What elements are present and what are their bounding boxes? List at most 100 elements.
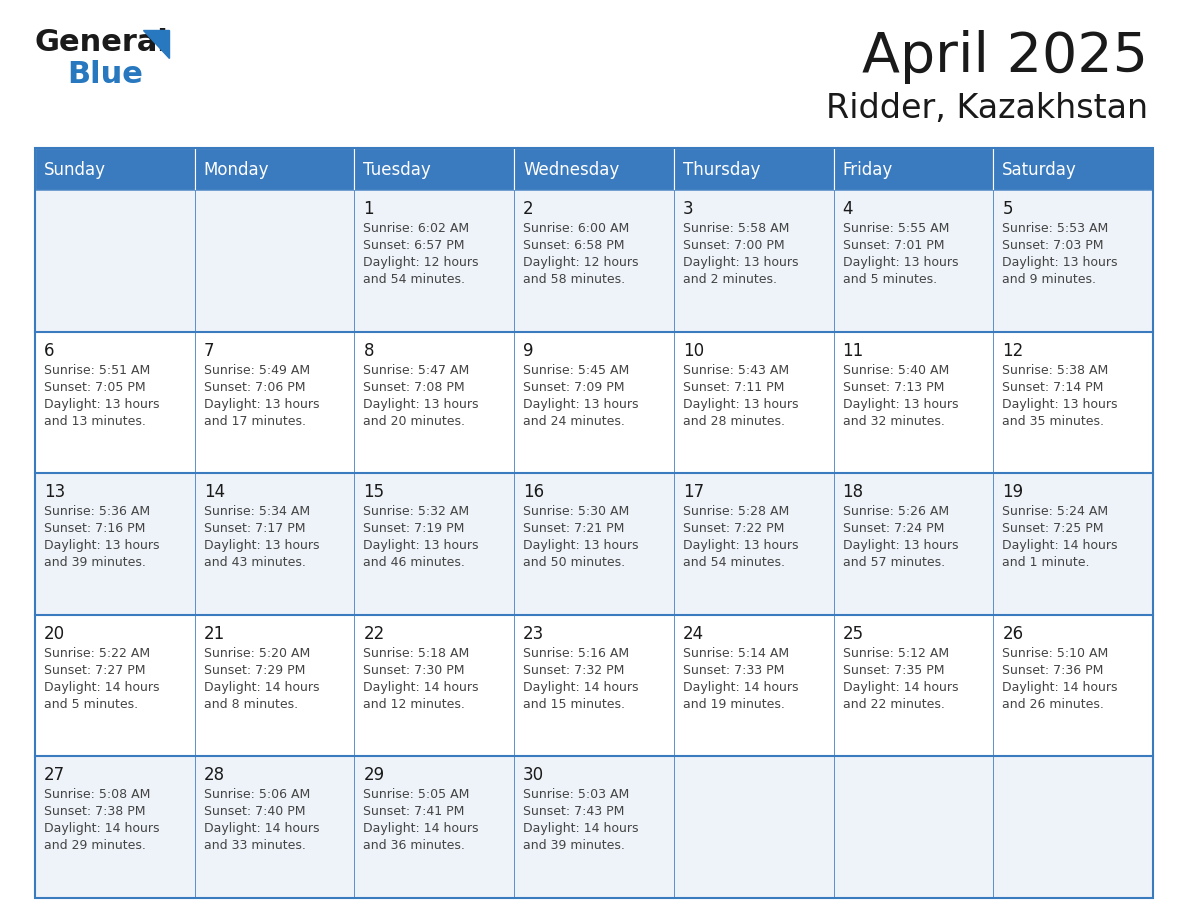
Text: Sunset: 7:19 PM: Sunset: 7:19 PM	[364, 522, 465, 535]
Text: Daylight: 13 hours: Daylight: 13 hours	[683, 397, 798, 410]
Text: Daylight: 14 hours: Daylight: 14 hours	[364, 681, 479, 694]
Text: and 39 minutes.: and 39 minutes.	[44, 556, 146, 569]
Text: Sunset: 7:33 PM: Sunset: 7:33 PM	[683, 664, 784, 677]
Text: and 15 minutes.: and 15 minutes.	[523, 698, 625, 711]
Bar	[674, 473, 834, 615]
Text: 25: 25	[842, 625, 864, 643]
Text: 14: 14	[203, 483, 225, 501]
Text: Daylight: 12 hours: Daylight: 12 hours	[523, 256, 639, 269]
Text: Sunset: 7:38 PM: Sunset: 7:38 PM	[44, 805, 145, 819]
Bar	[834, 148, 993, 190]
Bar	[354, 756, 514, 898]
Text: 16: 16	[523, 483, 544, 501]
Text: Sunset: 7:00 PM: Sunset: 7:00 PM	[683, 239, 784, 252]
Text: 8: 8	[364, 341, 374, 360]
Text: Sunrise: 5:32 AM: Sunrise: 5:32 AM	[364, 505, 469, 518]
Text: 15: 15	[364, 483, 385, 501]
Text: Sunrise: 5:58 AM: Sunrise: 5:58 AM	[683, 222, 789, 235]
Text: Sunrise: 5:14 AM: Sunrise: 5:14 AM	[683, 647, 789, 660]
Text: Daylight: 13 hours: Daylight: 13 hours	[44, 539, 159, 553]
Text: Sunrise: 5:10 AM: Sunrise: 5:10 AM	[1003, 647, 1108, 660]
Bar	[834, 331, 993, 473]
Text: Sunset: 7:35 PM: Sunset: 7:35 PM	[842, 664, 944, 677]
Bar	[34, 190, 195, 331]
Text: and 9 minutes.: and 9 minutes.	[1003, 273, 1097, 286]
Text: and 39 minutes.: and 39 minutes.	[523, 839, 625, 853]
Bar	[354, 190, 514, 331]
Text: Sunset: 7:21 PM: Sunset: 7:21 PM	[523, 522, 625, 535]
Text: Sunrise: 5:30 AM: Sunrise: 5:30 AM	[523, 505, 630, 518]
Text: Sunrise: 5:18 AM: Sunrise: 5:18 AM	[364, 647, 469, 660]
Text: Daylight: 13 hours: Daylight: 13 hours	[1003, 397, 1118, 410]
Text: Sunset: 7:08 PM: Sunset: 7:08 PM	[364, 381, 465, 394]
Text: 20: 20	[44, 625, 65, 643]
Text: and 19 minutes.: and 19 minutes.	[683, 698, 785, 711]
Bar	[34, 148, 195, 190]
Text: Sunday: Sunday	[44, 161, 106, 179]
Bar	[514, 148, 674, 190]
Text: 21: 21	[203, 625, 225, 643]
Text: Sunset: 7:30 PM: Sunset: 7:30 PM	[364, 664, 465, 677]
Bar	[354, 148, 514, 190]
Text: 10: 10	[683, 341, 704, 360]
Bar	[674, 756, 834, 898]
Text: Sunset: 7:29 PM: Sunset: 7:29 PM	[203, 664, 305, 677]
Bar	[834, 190, 993, 331]
Text: Daylight: 13 hours: Daylight: 13 hours	[203, 397, 320, 410]
Bar	[354, 615, 514, 756]
Text: Sunset: 7:03 PM: Sunset: 7:03 PM	[1003, 239, 1104, 252]
Text: Sunrise: 5:03 AM: Sunrise: 5:03 AM	[523, 789, 630, 801]
Bar	[834, 756, 993, 898]
Text: Daylight: 13 hours: Daylight: 13 hours	[523, 397, 639, 410]
Text: and 8 minutes.: and 8 minutes.	[203, 698, 298, 711]
Text: Thursday: Thursday	[683, 161, 760, 179]
Text: 23: 23	[523, 625, 544, 643]
Text: 19: 19	[1003, 483, 1023, 501]
Text: Sunrise: 5:43 AM: Sunrise: 5:43 AM	[683, 364, 789, 376]
Text: and 36 minutes.: and 36 minutes.	[364, 839, 466, 853]
Bar	[195, 473, 354, 615]
Text: Sunset: 7:43 PM: Sunset: 7:43 PM	[523, 805, 625, 819]
Text: Sunrise: 5:24 AM: Sunrise: 5:24 AM	[1003, 505, 1108, 518]
Text: and 43 minutes.: and 43 minutes.	[203, 556, 305, 569]
Text: and 5 minutes.: and 5 minutes.	[842, 273, 936, 286]
Text: Daylight: 13 hours: Daylight: 13 hours	[842, 539, 958, 553]
Text: Sunrise: 6:02 AM: Sunrise: 6:02 AM	[364, 222, 469, 235]
Text: Sunrise: 5:06 AM: Sunrise: 5:06 AM	[203, 789, 310, 801]
Text: Daylight: 13 hours: Daylight: 13 hours	[842, 256, 958, 269]
Text: 11: 11	[842, 341, 864, 360]
Text: Sunset: 7:14 PM: Sunset: 7:14 PM	[1003, 381, 1104, 394]
Text: Sunrise: 5:53 AM: Sunrise: 5:53 AM	[1003, 222, 1108, 235]
Text: and 57 minutes.: and 57 minutes.	[842, 556, 944, 569]
Text: and 12 minutes.: and 12 minutes.	[364, 698, 466, 711]
Bar	[34, 148, 1154, 898]
Text: and 50 minutes.: and 50 minutes.	[523, 556, 625, 569]
Bar	[34, 473, 195, 615]
Text: Sunrise: 5:22 AM: Sunrise: 5:22 AM	[44, 647, 150, 660]
Text: and 26 minutes.: and 26 minutes.	[1003, 698, 1104, 711]
Bar	[993, 756, 1154, 898]
Text: Sunset: 7:09 PM: Sunset: 7:09 PM	[523, 381, 625, 394]
Bar	[514, 331, 674, 473]
Text: Sunrise: 5:28 AM: Sunrise: 5:28 AM	[683, 505, 789, 518]
Text: Sunrise: 5:45 AM: Sunrise: 5:45 AM	[523, 364, 630, 376]
Text: Sunset: 7:05 PM: Sunset: 7:05 PM	[44, 381, 146, 394]
Text: Blue: Blue	[67, 60, 143, 89]
Bar	[195, 331, 354, 473]
Text: Sunrise: 5:26 AM: Sunrise: 5:26 AM	[842, 505, 949, 518]
Text: and 33 minutes.: and 33 minutes.	[203, 839, 305, 853]
Bar	[514, 190, 674, 331]
Text: Sunrise: 5:34 AM: Sunrise: 5:34 AM	[203, 505, 310, 518]
Bar	[834, 615, 993, 756]
Text: 29: 29	[364, 767, 385, 784]
Text: and 54 minutes.: and 54 minutes.	[364, 273, 466, 286]
Text: Daylight: 14 hours: Daylight: 14 hours	[842, 681, 958, 694]
Text: 27: 27	[44, 767, 65, 784]
Text: 26: 26	[1003, 625, 1023, 643]
Text: and 13 minutes.: and 13 minutes.	[44, 415, 146, 428]
Text: Sunrise: 5:38 AM: Sunrise: 5:38 AM	[1003, 364, 1108, 376]
Text: Daylight: 14 hours: Daylight: 14 hours	[44, 681, 159, 694]
Bar	[514, 756, 674, 898]
Text: 7: 7	[203, 341, 214, 360]
Text: 3: 3	[683, 200, 694, 218]
